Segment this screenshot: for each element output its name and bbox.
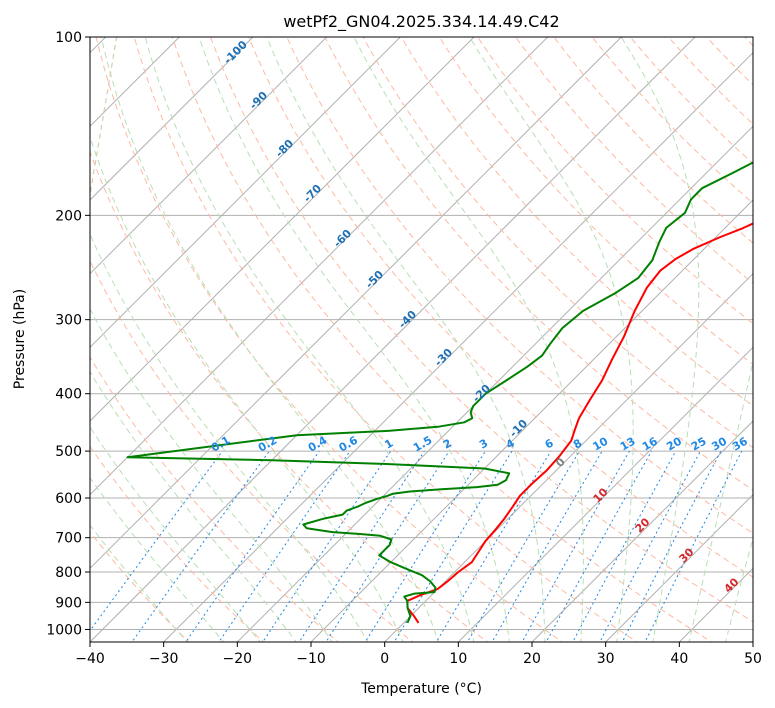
profile-series bbox=[126, 161, 753, 624]
moist-adiabat-line bbox=[144, 37, 475, 642]
x-tick-label: 20 bbox=[523, 651, 541, 667]
isotherm-line bbox=[457, 346, 753, 642]
mixing-ratio-line bbox=[131, 450, 270, 642]
dry-adiabat-line bbox=[90, 259, 414, 642]
mixing-ratio-line bbox=[521, 450, 630, 642]
dewpoint-profile-line bbox=[126, 161, 753, 624]
mixing-ratio-line bbox=[545, 450, 653, 642]
isotherm-line bbox=[605, 493, 753, 642]
y-tick-label: 900 bbox=[55, 595, 82, 611]
moist-adiabat-line bbox=[90, 426, 261, 642]
moist-adiabat-line bbox=[266, 37, 546, 642]
dry-adiabat-line bbox=[90, 150, 489, 642]
isotherm-line bbox=[236, 125, 753, 642]
isotherm-line bbox=[310, 199, 753, 642]
x-axis-label: Temperature (°C) bbox=[360, 681, 482, 697]
dry-adiabat-line bbox=[90, 356, 340, 642]
x-axis: −40 −30 −20 −10 0 10 20 30 40 50 bbox=[75, 642, 762, 667]
x-tick-label: 50 bbox=[744, 651, 762, 667]
dry-adiabat-line bbox=[90, 445, 265, 642]
plot-frame bbox=[89, 36, 754, 643]
moist-adiabat-line bbox=[90, 476, 225, 642]
dry-adiabat-line bbox=[209, 37, 753, 623]
moist-adiabat-line bbox=[620, 37, 700, 642]
y-tick-label: 700 bbox=[55, 531, 82, 547]
moist-adiabat-line bbox=[688, 358, 753, 642]
dry-adiabat-line bbox=[515, 37, 753, 284]
temperature-profile-line bbox=[406, 222, 753, 624]
moist-adiabat-line bbox=[90, 135, 404, 642]
mixing-ratio-line bbox=[90, 450, 223, 632]
moist-adiabat-line bbox=[90, 232, 369, 642]
background-reference-lines bbox=[90, 37, 753, 642]
mixing-ratio-line bbox=[621, 450, 722, 642]
mixing-ratio-line bbox=[364, 450, 486, 642]
moist-adiabat-line bbox=[725, 536, 753, 642]
dry-adiabat-line bbox=[133, 37, 638, 642]
x-tick-label: 0 bbox=[380, 651, 389, 667]
y-tick-label: 600 bbox=[55, 491, 82, 507]
y-tick-label: 400 bbox=[55, 387, 82, 403]
isotherm-line bbox=[90, 37, 401, 349]
y-tick-label: 200 bbox=[55, 208, 82, 224]
mixing-ratio-line bbox=[572, 450, 677, 642]
isotherm-line bbox=[90, 37, 328, 275]
x-tick-label: −30 bbox=[149, 651, 179, 667]
x-tick-label: −10 bbox=[296, 651, 326, 667]
isotherm-line bbox=[531, 420, 753, 642]
mixing-ratio-line bbox=[185, 450, 320, 642]
isotherm-line bbox=[90, 37, 549, 496]
moist-adiabat-line bbox=[90, 370, 297, 642]
x-tick-label: −40 bbox=[75, 651, 105, 667]
y-tick-label: 500 bbox=[55, 444, 82, 460]
mixing-ratio-line bbox=[435, 450, 552, 642]
x-tick-label: 40 bbox=[670, 651, 688, 667]
mixing-ratio-line bbox=[491, 450, 603, 642]
moist-adiabat-line bbox=[100, 37, 440, 642]
isotherm-line bbox=[163, 51, 753, 642]
isotherm-line bbox=[90, 37, 696, 642]
plot-area: 0.1 0.2 0.4 0.6 1 1.5 2 3 4 6 8 10 13 16 20 25 30 36-100-… bbox=[90, 37, 753, 642]
mixing-ratio-line bbox=[599, 450, 701, 642]
isotherm-line bbox=[90, 37, 475, 422]
y-tick-label: 300 bbox=[55, 313, 82, 329]
y-tick-label: 1000 bbox=[46, 622, 82, 638]
x-tick-label: 10 bbox=[449, 651, 467, 667]
mixing-ratio-line bbox=[218, 450, 351, 642]
y-axis-label: Pressure (hPa) bbox=[12, 289, 28, 389]
isotherm-line bbox=[90, 37, 622, 570]
x-tick-label: 30 bbox=[597, 651, 615, 667]
mixing-ratio-line bbox=[644, 450, 743, 642]
mixing-ratio-line bbox=[393, 450, 513, 642]
moist-adiabat-line bbox=[468, 37, 634, 642]
y-tick-label: 100 bbox=[55, 30, 82, 46]
y-axis: 1000 900 800 700 600 500 400 300 200 100 bbox=[46, 30, 90, 638]
moist-adiabat-line bbox=[90, 308, 333, 642]
y-tick-label: 800 bbox=[55, 565, 82, 581]
isotherm-line bbox=[90, 37, 254, 201]
mixing-ratio-line bbox=[466, 450, 580, 642]
x-tick-label: −20 bbox=[223, 651, 253, 667]
moist-adiabat-line bbox=[353, 37, 584, 642]
chart-title: wetPf2_GN04.2025.334.14.49.C42 bbox=[283, 12, 559, 32]
dry-adiabat-line bbox=[95, 37, 564, 642]
